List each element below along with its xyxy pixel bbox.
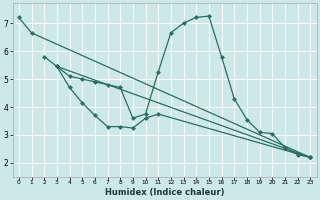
X-axis label: Humidex (Indice chaleur): Humidex (Indice chaleur) xyxy=(105,188,224,197)
